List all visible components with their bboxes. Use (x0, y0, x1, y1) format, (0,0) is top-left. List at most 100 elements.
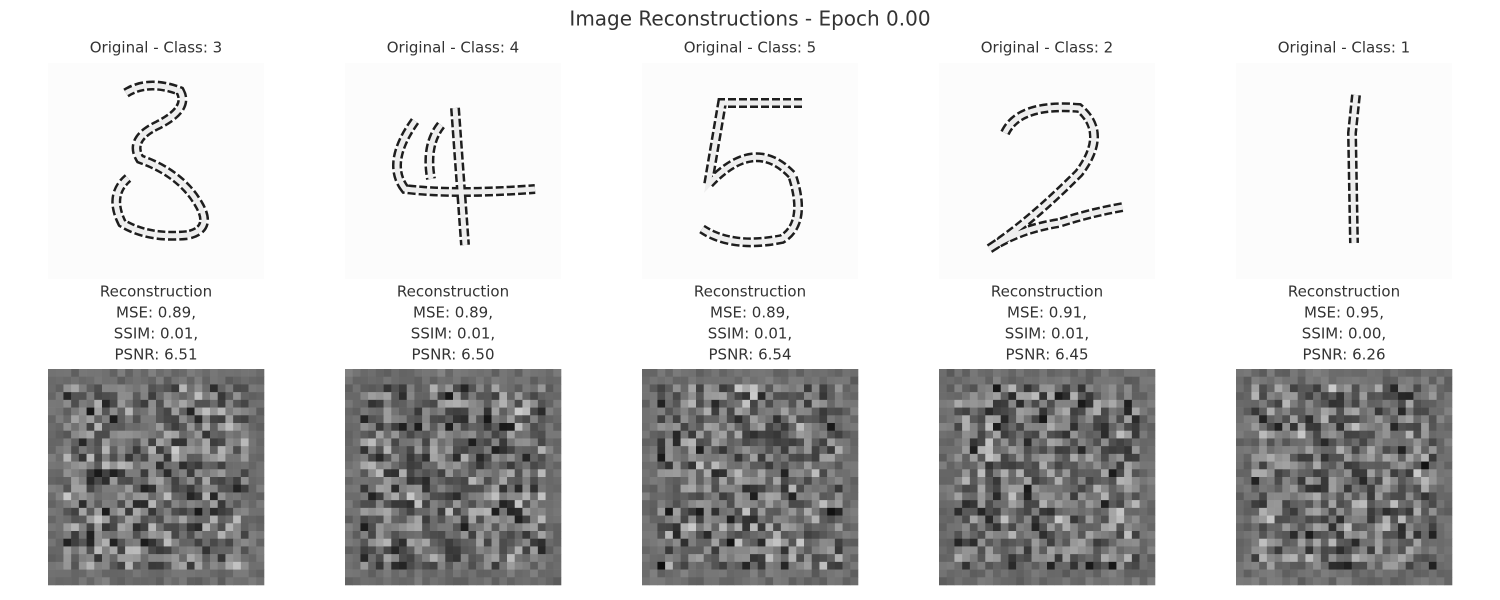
pixel (1147, 484, 1156, 493)
pixel (537, 561, 546, 570)
pixel (256, 561, 265, 570)
pixel (460, 554, 469, 563)
pixel (1413, 561, 1422, 570)
pixel (1251, 469, 1260, 478)
pixel (63, 384, 72, 393)
pixel (553, 461, 562, 470)
pixel (445, 399, 454, 408)
pixel (1336, 569, 1345, 578)
pixel (1016, 492, 1025, 501)
pixel (94, 446, 103, 455)
pixel (1351, 376, 1360, 385)
pixel (834, 369, 843, 378)
pixel (688, 561, 697, 570)
pixel (406, 384, 415, 393)
pixel (850, 438, 859, 447)
pixel (1351, 392, 1360, 401)
pixel (1039, 469, 1048, 478)
pixel (368, 469, 377, 478)
pixel (1047, 531, 1056, 540)
pixel (202, 484, 211, 493)
pixel (703, 446, 712, 455)
pixel (1101, 469, 1110, 478)
pixel (553, 430, 562, 439)
pixel (553, 484, 562, 493)
pixel (780, 477, 789, 486)
pixel (842, 376, 851, 385)
pixel (1436, 500, 1445, 509)
pixel (1320, 500, 1329, 509)
pixel (850, 392, 859, 401)
pixel (163, 515, 172, 524)
pixel (368, 446, 377, 455)
pixel (734, 561, 743, 570)
pixel (522, 461, 531, 470)
pixel (383, 453, 392, 462)
pixel (1344, 569, 1353, 578)
pixel (522, 531, 531, 540)
pixel (1016, 507, 1025, 516)
pixel (1344, 546, 1353, 555)
pixel (1016, 376, 1025, 385)
pixel (1336, 407, 1345, 416)
pixel (399, 492, 408, 501)
pixel (1328, 515, 1337, 524)
pixel (726, 538, 735, 547)
pixel (1070, 369, 1079, 378)
pixel (1266, 577, 1275, 586)
pixel (1444, 554, 1453, 563)
pixel (1093, 399, 1102, 408)
pixel (406, 484, 415, 493)
pixel (225, 430, 234, 439)
pixel (1016, 392, 1025, 401)
pixel (780, 484, 789, 493)
pixel (1093, 531, 1102, 540)
pixel (194, 461, 203, 470)
pixel (1421, 477, 1430, 486)
pixel (1147, 546, 1156, 555)
pixel (391, 569, 400, 578)
pixel (422, 531, 431, 540)
pixel (780, 423, 789, 432)
pixel (765, 384, 774, 393)
pixel (1251, 392, 1260, 401)
pixel (1398, 446, 1407, 455)
pixel (1336, 538, 1345, 547)
pixel (642, 384, 651, 393)
pixel (1139, 423, 1148, 432)
pixel (649, 384, 658, 393)
pixel (811, 484, 820, 493)
pixel (1290, 477, 1299, 486)
pixel (48, 538, 57, 547)
pixel (788, 453, 797, 462)
pixel (1139, 484, 1148, 493)
pixel (773, 538, 782, 547)
pixel (1243, 515, 1252, 524)
pixel (1436, 492, 1445, 501)
pixel (827, 554, 836, 563)
pixel (1259, 407, 1268, 416)
pixel (499, 423, 508, 432)
pixel (225, 423, 234, 432)
pixel (406, 453, 415, 462)
reconstruction-image (1236, 369, 1453, 586)
pixel (1047, 546, 1056, 555)
pixel (352, 561, 361, 570)
pixel (202, 515, 211, 524)
pixel (834, 515, 843, 524)
pixel (977, 461, 986, 470)
pixel (483, 484, 492, 493)
pixel (453, 484, 462, 493)
pixel (63, 392, 72, 401)
pixel (194, 500, 203, 509)
pixel (742, 531, 751, 540)
pixel (507, 392, 516, 401)
pixel (811, 446, 820, 455)
pixel (217, 369, 226, 378)
pixel (834, 484, 843, 493)
pixel (1031, 430, 1040, 439)
pixel (672, 415, 681, 424)
pixel (734, 446, 743, 455)
pixel (406, 554, 415, 563)
pixel (71, 523, 80, 532)
